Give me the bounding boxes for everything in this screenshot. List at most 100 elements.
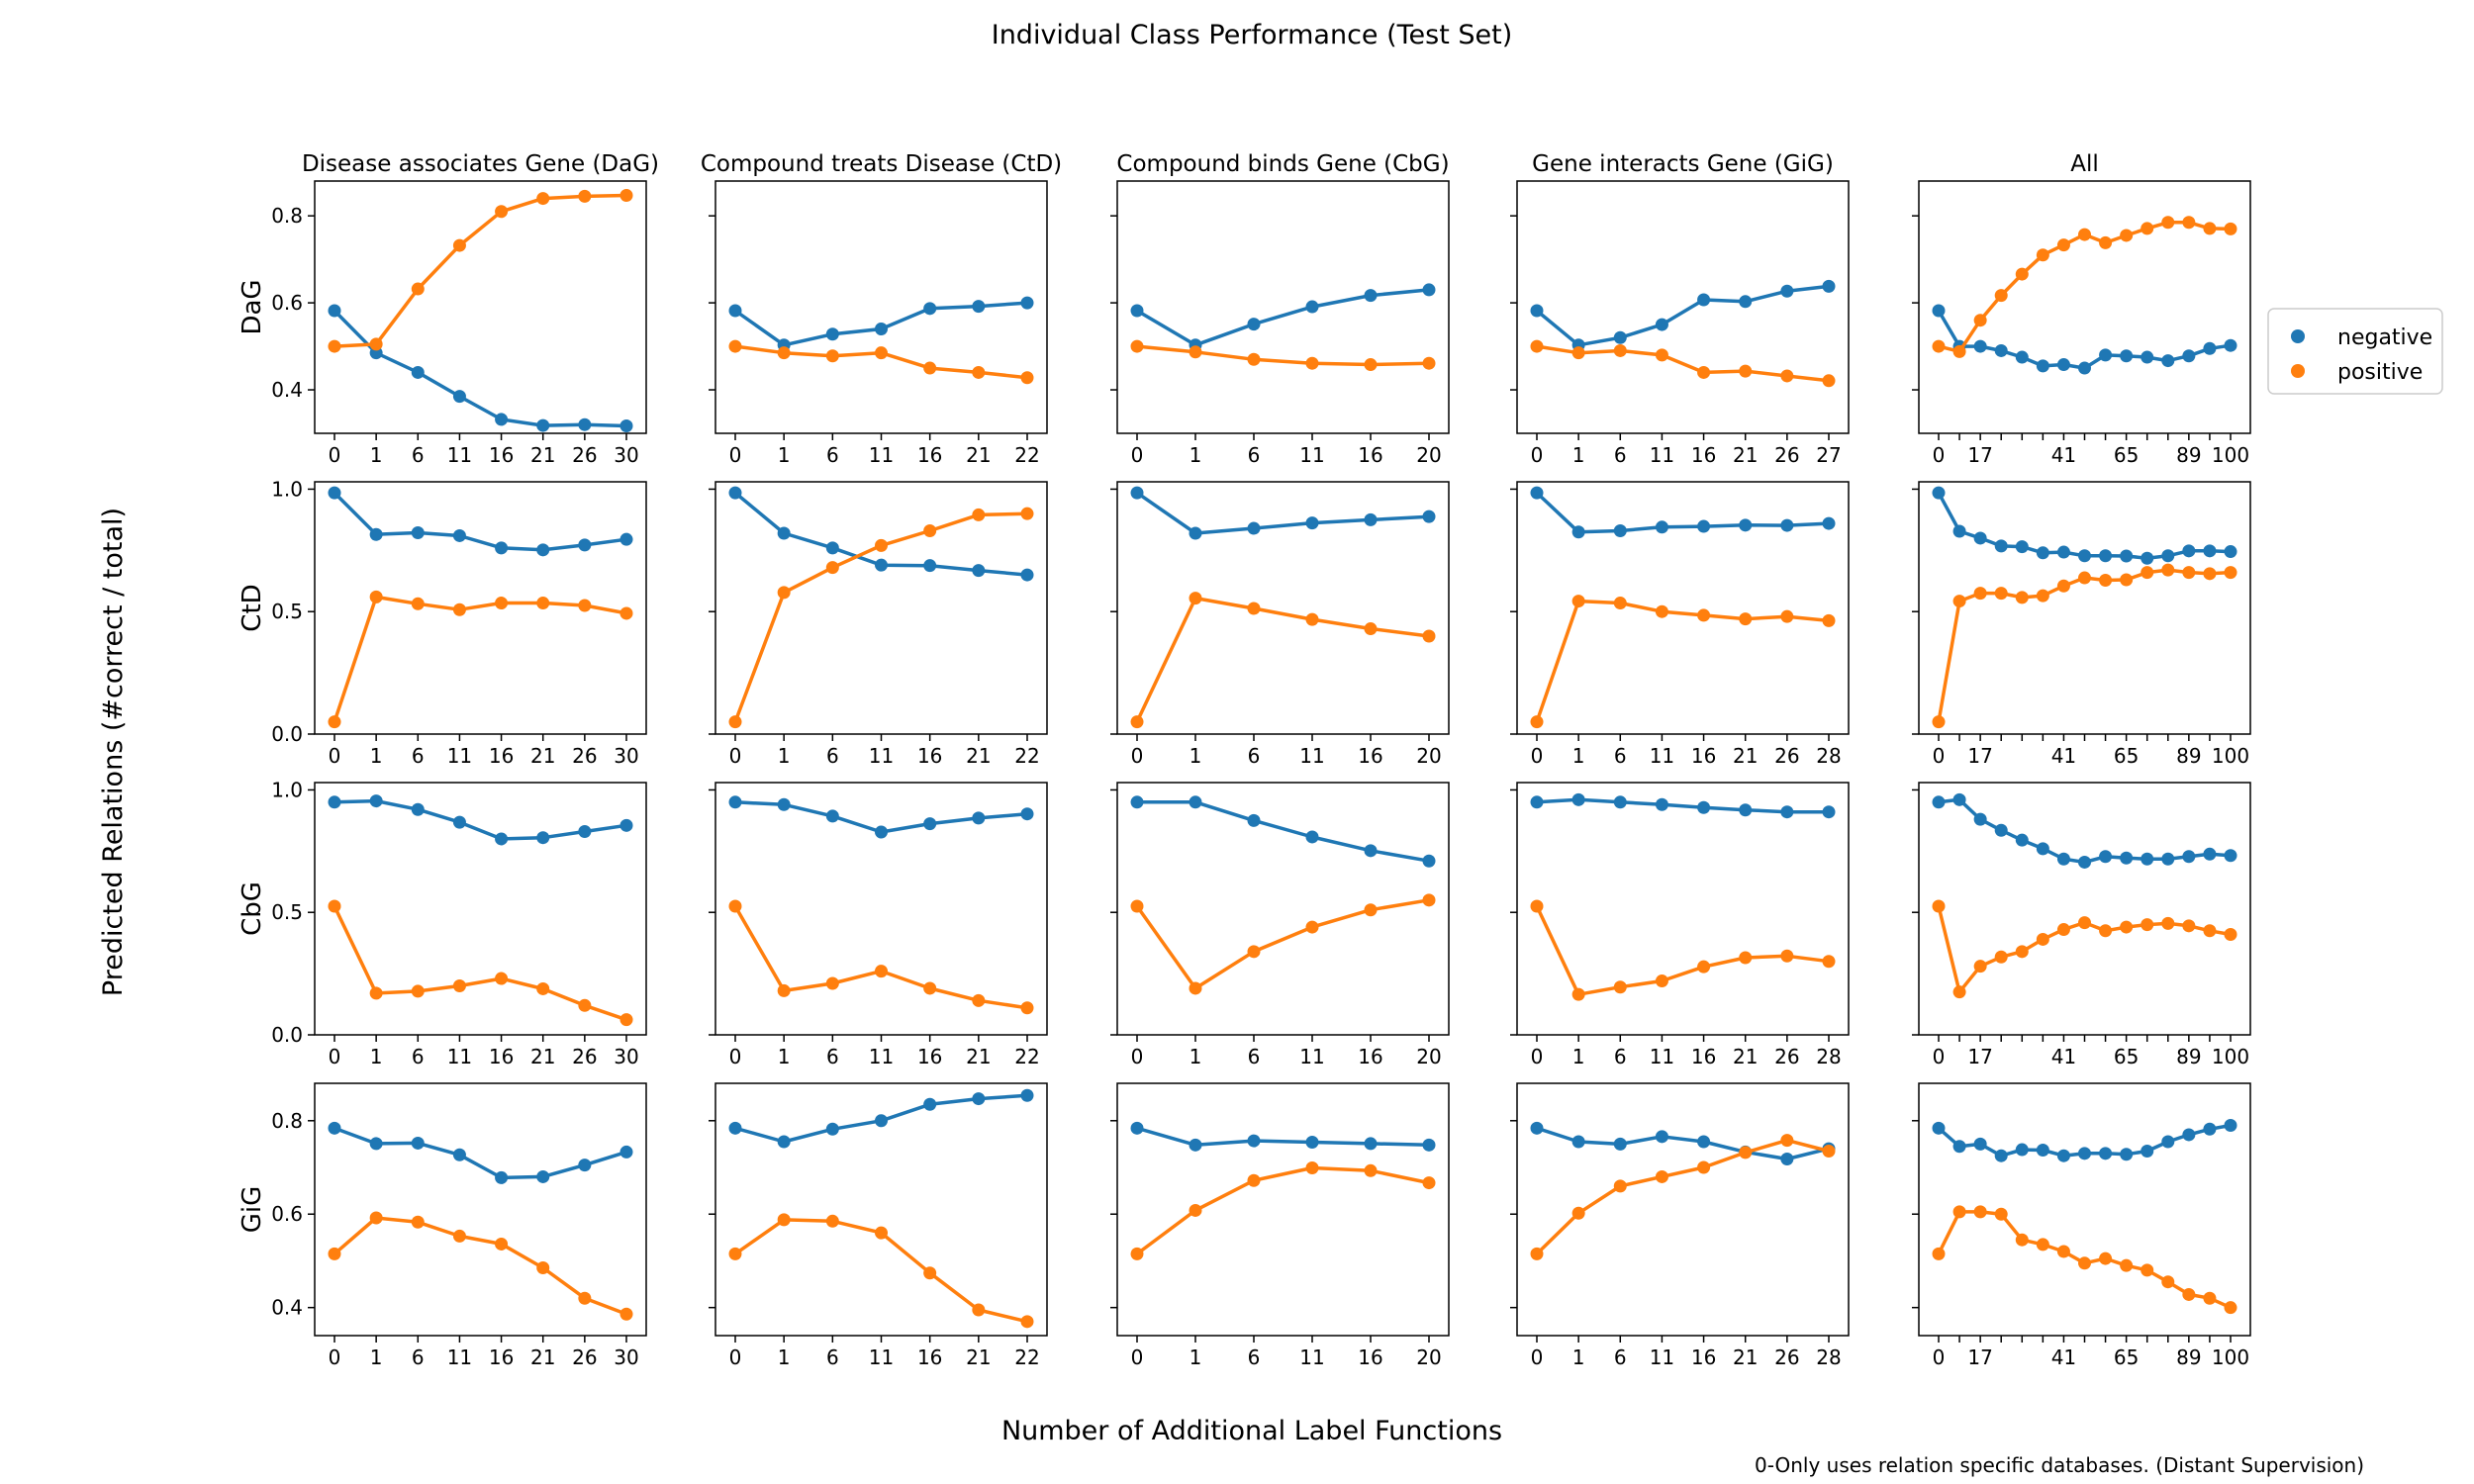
point-negative bbox=[1932, 486, 1946, 500]
point-positive bbox=[2015, 945, 2029, 959]
point-positive bbox=[619, 606, 633, 620]
point-negative bbox=[1932, 304, 1946, 318]
x-tick-label: 11 bbox=[869, 443, 894, 467]
point-positive bbox=[728, 715, 742, 729]
panel-GiG-1: 0 1 6 11 16 21 22 bbox=[709, 1082, 1048, 1369]
point-negative bbox=[2015, 540, 2029, 554]
point-negative bbox=[1739, 518, 1753, 532]
series-line-negative bbox=[1536, 797, 1829, 814]
x-tick-label: 11 bbox=[447, 1045, 472, 1068]
column-title: Gene interacts Gene (GiG) bbox=[1532, 151, 1834, 177]
x-tick-label: 16 bbox=[1691, 443, 1716, 467]
x-tick-label: 6 bbox=[412, 1045, 425, 1068]
point-negative bbox=[1655, 520, 1668, 534]
point-positive bbox=[2120, 920, 2134, 934]
x-tick-label: 1 bbox=[370, 1045, 383, 1068]
point-positive bbox=[2015, 1233, 2029, 1247]
x-tick-label: 20 bbox=[1416, 1045, 1441, 1068]
point-positive bbox=[1247, 602, 1261, 615]
point-positive bbox=[2036, 248, 2049, 262]
point-negative bbox=[1822, 516, 1836, 530]
point-positive bbox=[369, 1211, 383, 1225]
point-negative bbox=[2120, 1148, 2134, 1161]
point-positive bbox=[923, 981, 937, 995]
point-negative bbox=[2120, 851, 2134, 865]
point-negative bbox=[923, 817, 937, 831]
x-tick-label: 89 bbox=[2176, 1345, 2201, 1369]
x-tick-label: 1 bbox=[778, 1345, 791, 1369]
point-negative bbox=[2078, 549, 2091, 563]
point-negative bbox=[328, 1121, 341, 1135]
point-positive bbox=[2224, 927, 2237, 941]
point-positive bbox=[1952, 1205, 1966, 1219]
point-negative bbox=[2120, 549, 2134, 563]
point-negative bbox=[328, 795, 341, 809]
x-tick-label: 22 bbox=[1014, 1045, 1039, 1068]
point-positive bbox=[2099, 574, 2113, 588]
x-tick-label: 16 bbox=[489, 1345, 514, 1369]
point-negative bbox=[1189, 1138, 1202, 1152]
point-positive bbox=[1932, 339, 1946, 353]
point-positive bbox=[1571, 1206, 1585, 1220]
point-negative bbox=[875, 322, 888, 335]
point-positive bbox=[452, 238, 466, 252]
point-negative bbox=[2141, 551, 2154, 565]
point-positive bbox=[2161, 563, 2175, 577]
x-tick-label: 6 bbox=[1248, 1045, 1261, 1068]
x-tick-label: 26 bbox=[572, 1045, 597, 1068]
point-positive bbox=[2141, 1263, 2154, 1277]
x-tick-label: 16 bbox=[1358, 443, 1382, 467]
point-positive bbox=[1613, 980, 1627, 994]
point-positive bbox=[1822, 955, 1836, 969]
x-tick-label: 16 bbox=[917, 744, 942, 768]
point-positive bbox=[495, 205, 509, 219]
point-positive bbox=[2161, 216, 2175, 230]
point-positive bbox=[1822, 374, 1836, 388]
x-tick-label: 22 bbox=[1014, 1345, 1039, 1369]
x-tick-label: 16 bbox=[489, 1045, 514, 1068]
x-tick-label: 16 bbox=[917, 1345, 942, 1369]
point-negative bbox=[1780, 518, 1794, 532]
point-negative bbox=[1994, 539, 2008, 553]
point-negative bbox=[2203, 341, 2217, 355]
point-negative bbox=[777, 1135, 791, 1149]
point-positive bbox=[452, 978, 466, 992]
x-tick-label: 11 bbox=[1650, 1345, 1674, 1369]
point-positive bbox=[1822, 1144, 1836, 1158]
y-tick-label: 0.5 bbox=[271, 900, 303, 924]
series-line-negative bbox=[333, 309, 627, 428]
point-negative bbox=[328, 304, 341, 318]
x-tick-label: 1 bbox=[1572, 1045, 1585, 1068]
point-negative bbox=[1020, 807, 1034, 821]
x-tick-label: 89 bbox=[2176, 1045, 2201, 1068]
series-line-positive bbox=[333, 1216, 627, 1316]
point-negative bbox=[578, 417, 592, 431]
point-positive bbox=[1613, 597, 1627, 610]
point-positive bbox=[1020, 507, 1034, 520]
panel-CbG-4: 0 17 41 65 89 100 bbox=[1912, 782, 2251, 1068]
panel-DaG-0: 0.40.60.80 1 6 11 16 21 26 30 bbox=[271, 180, 647, 467]
legend-negative-label: negative bbox=[2337, 325, 2432, 350]
point-positive bbox=[1130, 715, 1144, 729]
point-negative bbox=[875, 558, 888, 572]
x-tick-label: 26 bbox=[1774, 1345, 1799, 1369]
point-positive bbox=[452, 1229, 466, 1243]
series-line-negative bbox=[1136, 288, 1430, 347]
series-line-negative bbox=[1535, 284, 1830, 347]
x-tick-label: 65 bbox=[2114, 744, 2139, 768]
x-tick-label: 11 bbox=[869, 1345, 894, 1369]
x-tick-label: 6 bbox=[826, 443, 839, 467]
series-line-positive bbox=[1135, 1165, 1430, 1255]
point-negative bbox=[1422, 854, 1436, 868]
point-positive bbox=[1655, 974, 1668, 988]
point-negative bbox=[2078, 361, 2091, 375]
point-positive bbox=[1364, 622, 1378, 636]
x-tick-label: 30 bbox=[614, 1045, 638, 1068]
x-tick-label: 0 bbox=[329, 744, 341, 768]
x-tick-label: 0 bbox=[329, 1045, 341, 1068]
panel-frame bbox=[314, 481, 647, 735]
point-positive bbox=[2078, 1256, 2091, 1270]
x-tick-label: 21 bbox=[1733, 443, 1758, 467]
point-negative bbox=[1973, 531, 1987, 545]
point-positive bbox=[1739, 612, 1753, 626]
